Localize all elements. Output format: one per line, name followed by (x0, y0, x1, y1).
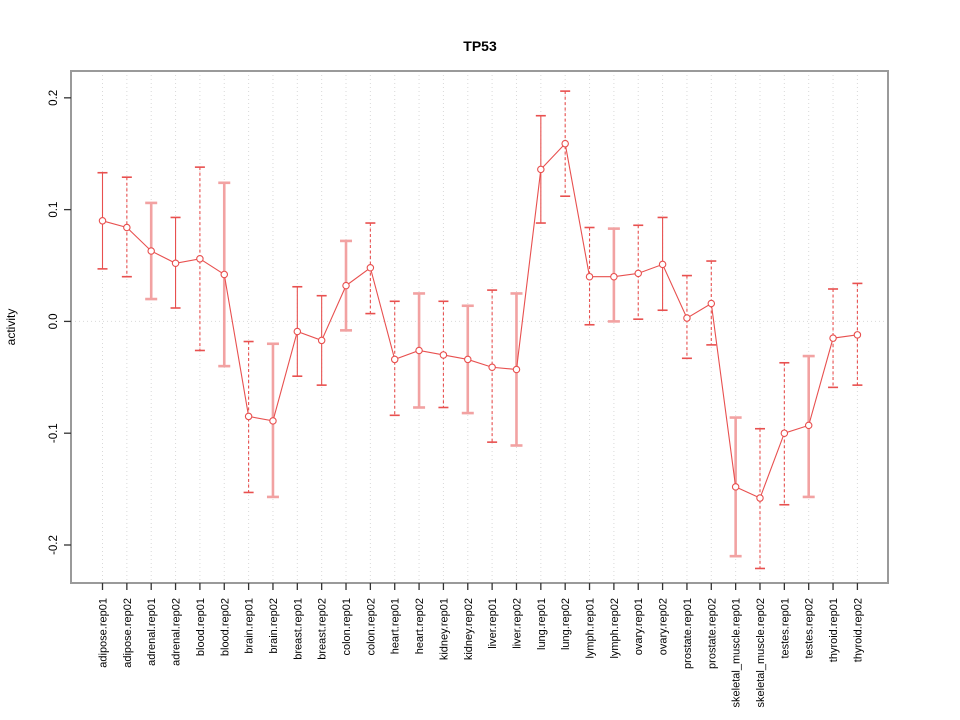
x-tick-label: adipose.rep02 (122, 598, 134, 668)
x-tick-label: lymph.rep01 (585, 598, 597, 659)
data-point-marker (366, 264, 375, 272)
y-tick-label: -0.1 (48, 423, 60, 443)
x-tick-label: breast.rep02 (317, 598, 329, 660)
data-point-marker (634, 269, 642, 278)
x-tick-label: blood.rep02 (219, 598, 231, 656)
x-tick-label: brain.rep01 (244, 598, 256, 654)
data-point-marker (244, 412, 253, 421)
data-point-marker (220, 270, 229, 279)
data-point-marker (147, 247, 155, 255)
y-tick-label: 0.2 (48, 90, 60, 106)
data-series-line (102, 142, 858, 499)
data-point-marker (683, 314, 691, 322)
x-tick-label: brain.rep02 (268, 598, 280, 654)
x-tick-label: skeletal_muscle.rep02 (755, 598, 767, 707)
data-point-marker (610, 272, 618, 281)
x-tick-label: liver.rep02 (511, 598, 523, 649)
x-tick-label: breast.rep01 (292, 598, 304, 660)
x-tick-label: blood.rep01 (195, 598, 207, 656)
data-point-marker (853, 331, 862, 339)
x-tick-label: adrenal.rep01 (146, 598, 158, 666)
x-tick-label: ovary.rep02 (658, 598, 670, 655)
data-point-marker (317, 336, 326, 345)
data-point-marker (658, 260, 667, 269)
data-point-marker (780, 429, 789, 437)
x-tick-label: lung.rep02 (560, 598, 572, 650)
x-tick-label: colon.rep01 (341, 598, 353, 656)
chart-title: TP53 (463, 38, 497, 54)
data-point-marker (488, 363, 496, 371)
data-point-marker (123, 223, 131, 232)
x-tick-label: ovary.rep01 (633, 598, 645, 655)
x-tick-label: heart.rep02 (414, 598, 426, 654)
y-tick-label: 0.0 (48, 313, 60, 329)
y-tick-label: 0.1 (48, 202, 60, 218)
data-point-marker (390, 355, 399, 364)
x-tick-label: adrenal.rep02 (171, 598, 183, 666)
x-tick-label: heart.rep01 (390, 598, 402, 654)
plot-border (70, 70, 889, 584)
data-point-marker (537, 165, 545, 174)
y-axis-title-text: activity (4, 308, 18, 346)
data-point-marker (415, 346, 423, 355)
x-tick-label: kidney.rep02 (463, 598, 475, 660)
x-tick-label: kidney.rep01 (438, 598, 450, 660)
data-point-marker (464, 355, 472, 364)
x-tick-label: prostate.rep02 (706, 598, 718, 669)
x-tick-label: colon.rep02 (365, 598, 377, 656)
x-tick-label: testes.rep01 (779, 598, 791, 659)
x-tick-label: lung.rep01 (536, 598, 548, 650)
x-tick-label: testes.rep02 (804, 598, 816, 659)
data-point-marker (829, 334, 837, 342)
data-point-marker (804, 421, 813, 430)
data-point-marker (98, 217, 107, 225)
x-tick-label: adipose.rep01 (98, 598, 110, 668)
x-tick-label: thyroid.rep01 (828, 598, 840, 662)
data-point-marker (439, 351, 448, 359)
x-tick-label: prostate.rep01 (682, 598, 694, 669)
data-point-marker (561, 139, 569, 148)
x-tick-label: liver.rep01 (487, 598, 499, 649)
data-point-marker (342, 281, 350, 290)
data-point-marker (707, 299, 716, 308)
x-tick-label: lymph.rep02 (609, 598, 621, 659)
data-point-marker (512, 365, 521, 374)
x-tick-label: skeletal_muscle.rep01 (731, 598, 743, 707)
x-tick-label: thyroid.rep02 (852, 598, 864, 662)
data-point-marker (756, 494, 764, 502)
data-point-marker (171, 259, 180, 268)
data-point-marker (293, 327, 302, 336)
data-point-marker (731, 483, 740, 491)
y-tick-label: -0.2 (48, 535, 60, 555)
data-point-marker (585, 272, 594, 281)
data-point-marker (196, 255, 204, 263)
data-point-marker (269, 417, 277, 425)
